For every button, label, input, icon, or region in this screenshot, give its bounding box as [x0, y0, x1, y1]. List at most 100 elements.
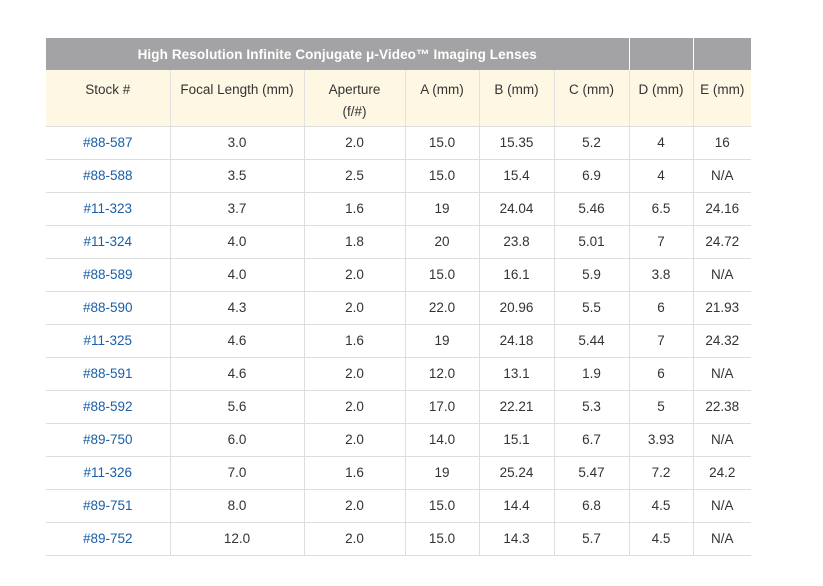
d-cell: 4.5	[629, 488, 694, 522]
e-cell: 24.16	[693, 191, 751, 225]
c-cell: 6.9	[554, 158, 630, 192]
table-row: #88-587 3.0 2.0 15.0 15.35 5.2 4 16	[46, 125, 751, 159]
a-cell: 19	[405, 323, 480, 357]
table-row: #11-323 3.7 1.6 19 24.04 5.46 6.5 24.16	[46, 191, 751, 225]
b-cell: 16.1	[479, 257, 555, 291]
aperture-cell: 1.6	[304, 323, 406, 357]
lens-spec-table-container: High Resolution Infinite Conjugate μ-Vid…	[46, 38, 751, 556]
a-cell: 15.0	[405, 257, 480, 291]
e-cell: 21.93	[693, 290, 751, 324]
focal-length-cell: 6.0	[170, 422, 305, 456]
d-cell: 4	[629, 158, 694, 192]
a-cell: 15.0	[405, 158, 480, 192]
a-cell: 15.0	[405, 125, 480, 159]
d-cell: 6.5	[629, 191, 694, 225]
table-row: #89-750 6.0 2.0 14.0 15.1 6.7 3.93 N/A	[46, 422, 751, 456]
table-body: #88-587 3.0 2.0 15.0 15.35 5.2 4 16 #88-…	[46, 125, 751, 556]
e-cell: N/A	[693, 488, 751, 522]
a-cell: 20	[405, 224, 480, 258]
b-cell: 20.96	[479, 290, 555, 324]
focal-length-cell: 3.7	[170, 191, 305, 225]
b-cell: 14.3	[479, 521, 555, 556]
b-cell: 15.1	[479, 422, 555, 456]
stock-link[interactable]: #11-326	[46, 455, 171, 489]
d-cell: 7.2	[629, 455, 694, 489]
a-cell: 15.0	[405, 521, 480, 556]
table-row: #89-751 8.0 2.0 15.0 14.4 6.8 4.5 N/A	[46, 488, 751, 522]
stock-link[interactable]: #88-587	[46, 125, 171, 159]
stock-link[interactable]: #88-590	[46, 290, 171, 324]
focal-length-cell: 8.0	[170, 488, 305, 522]
c-cell: 5.9	[554, 257, 630, 291]
header-stock: Stock #	[46, 70, 171, 126]
c-cell: 5.47	[554, 455, 630, 489]
e-cell: 24.32	[693, 323, 751, 357]
table-row: #11-324 4.0 1.8 20 23.8 5.01 7 24.72	[46, 224, 751, 258]
header-aperture-line1: Aperture	[328, 82, 381, 97]
lens-spec-table: High Resolution Infinite Conjugate μ-Vid…	[46, 38, 751, 556]
c-cell: 5.2	[554, 125, 630, 159]
focal-length-cell: 4.0	[170, 224, 305, 258]
d-cell: 5	[629, 389, 694, 423]
stock-link[interactable]: #89-752	[46, 521, 171, 556]
a-cell: 14.0	[405, 422, 480, 456]
stock-link[interactable]: #88-589	[46, 257, 171, 291]
header-d: D (mm)	[629, 70, 694, 126]
table-title-row: High Resolution Infinite Conjugate μ-Vid…	[46, 38, 751, 70]
stock-link[interactable]: #88-592	[46, 389, 171, 423]
focal-length-cell: 4.0	[170, 257, 305, 291]
aperture-cell: 2.0	[304, 257, 406, 291]
b-cell: 13.1	[479, 356, 555, 390]
d-cell: 4.5	[629, 521, 694, 556]
stock-link[interactable]: #88-588	[46, 158, 171, 192]
a-cell: 12.0	[405, 356, 480, 390]
header-e: E (mm)	[693, 70, 751, 126]
aperture-cell: 2.0	[304, 389, 406, 423]
b-cell: 24.04	[479, 191, 555, 225]
e-cell: N/A	[693, 422, 751, 456]
stock-link[interactable]: #11-324	[46, 224, 171, 258]
focal-length-cell: 12.0	[170, 521, 305, 556]
aperture-cell: 2.0	[304, 488, 406, 522]
table-row: #88-592 5.6 2.0 17.0 22.21 5.3 5 22.38	[46, 389, 751, 423]
table-row: #88-590 4.3 2.0 22.0 20.96 5.5 6 21.93	[46, 290, 751, 324]
d-cell: 3.8	[629, 257, 694, 291]
b-cell: 15.35	[479, 125, 555, 159]
d-cell: 6	[629, 356, 694, 390]
aperture-cell: 2.0	[304, 422, 406, 456]
aperture-cell: 1.6	[304, 455, 406, 489]
e-cell: N/A	[693, 158, 751, 192]
stock-link[interactable]: #89-750	[46, 422, 171, 456]
aperture-cell: 1.8	[304, 224, 406, 258]
stock-link[interactable]: #89-751	[46, 488, 171, 522]
b-cell: 25.24	[479, 455, 555, 489]
column-header-row: Stock # Focal Length (mm) Aperture (f/#) …	[46, 70, 751, 126]
header-b: B (mm)	[479, 70, 555, 126]
focal-length-cell: 3.0	[170, 125, 305, 159]
stock-link[interactable]: #11-325	[46, 323, 171, 357]
header-focal-length: Focal Length (mm)	[170, 70, 305, 126]
aperture-cell: 2.0	[304, 521, 406, 556]
focal-length-cell: 3.5	[170, 158, 305, 192]
aperture-cell: 2.0	[304, 356, 406, 390]
b-cell: 22.21	[479, 389, 555, 423]
e-cell: 16	[693, 125, 751, 159]
stock-link[interactable]: #88-591	[46, 356, 171, 390]
b-cell: 23.8	[479, 224, 555, 258]
e-cell: N/A	[693, 521, 751, 556]
d-cell: 7	[629, 224, 694, 258]
focal-length-cell: 4.6	[170, 356, 305, 390]
stock-link[interactable]: #11-323	[46, 191, 171, 225]
c-cell: 5.46	[554, 191, 630, 225]
a-cell: 19	[405, 191, 480, 225]
table-row: #11-326 7.0 1.6 19 25.24 5.47 7.2 24.2	[46, 455, 751, 489]
header-aperture: Aperture (f/#)	[304, 70, 406, 126]
a-cell: 19	[405, 455, 480, 489]
c-cell: 6.7	[554, 422, 630, 456]
aperture-cell: 2.0	[304, 290, 406, 324]
d-cell: 7	[629, 323, 694, 357]
e-cell: 22.38	[693, 389, 751, 423]
table-row: #88-591 4.6 2.0 12.0 13.1 1.9 6 N/A	[46, 356, 751, 390]
focal-length-cell: 4.3	[170, 290, 305, 324]
a-cell: 15.0	[405, 488, 480, 522]
